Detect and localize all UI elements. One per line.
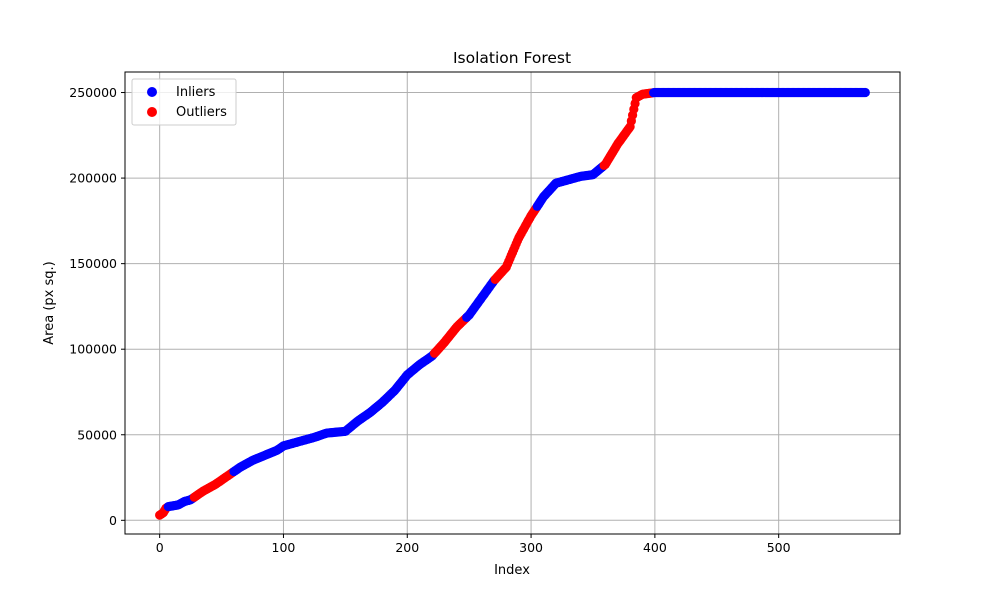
x-tick-label: 100: [272, 540, 296, 555]
y-axis-ticks: 0 50000 100000 150000 200000 250000: [69, 85, 125, 528]
x-axis-ticks: 0 100 200 300 400 500: [156, 534, 791, 555]
y-tick-label: 250000: [69, 85, 117, 100]
legend-marker-inliers: [147, 87, 157, 97]
legend-marker-outliers: [147, 107, 157, 117]
x-tick-label: 500: [767, 540, 791, 555]
y-tick-label: 50000: [77, 427, 117, 442]
legend-label-inliers: Inliers: [176, 85, 216, 100]
inlier-point: [860, 87, 870, 98]
y-tick-label: 200000: [69, 171, 117, 186]
x-tick-label: 200: [395, 540, 419, 555]
x-tick-label: 400: [643, 540, 667, 555]
y-tick-label: 100000: [69, 342, 117, 357]
x-tick-label: 300: [519, 540, 543, 555]
x-axis-label: Index: [494, 563, 530, 578]
y-tick-label: 0: [109, 513, 117, 528]
chart-title: Isolation Forest: [453, 49, 571, 67]
legend: Inliers Outliers: [131, 78, 237, 126]
legend-label-outliers: Outliers: [176, 105, 227, 120]
y-tick-label: 150000: [69, 256, 117, 271]
y-axis-label: Area (px sq.): [42, 261, 57, 344]
legend-box: [131, 78, 237, 126]
scatter-points: [155, 87, 870, 520]
x-tick-label: 0: [156, 540, 164, 555]
plot-frame: [124, 71, 901, 535]
